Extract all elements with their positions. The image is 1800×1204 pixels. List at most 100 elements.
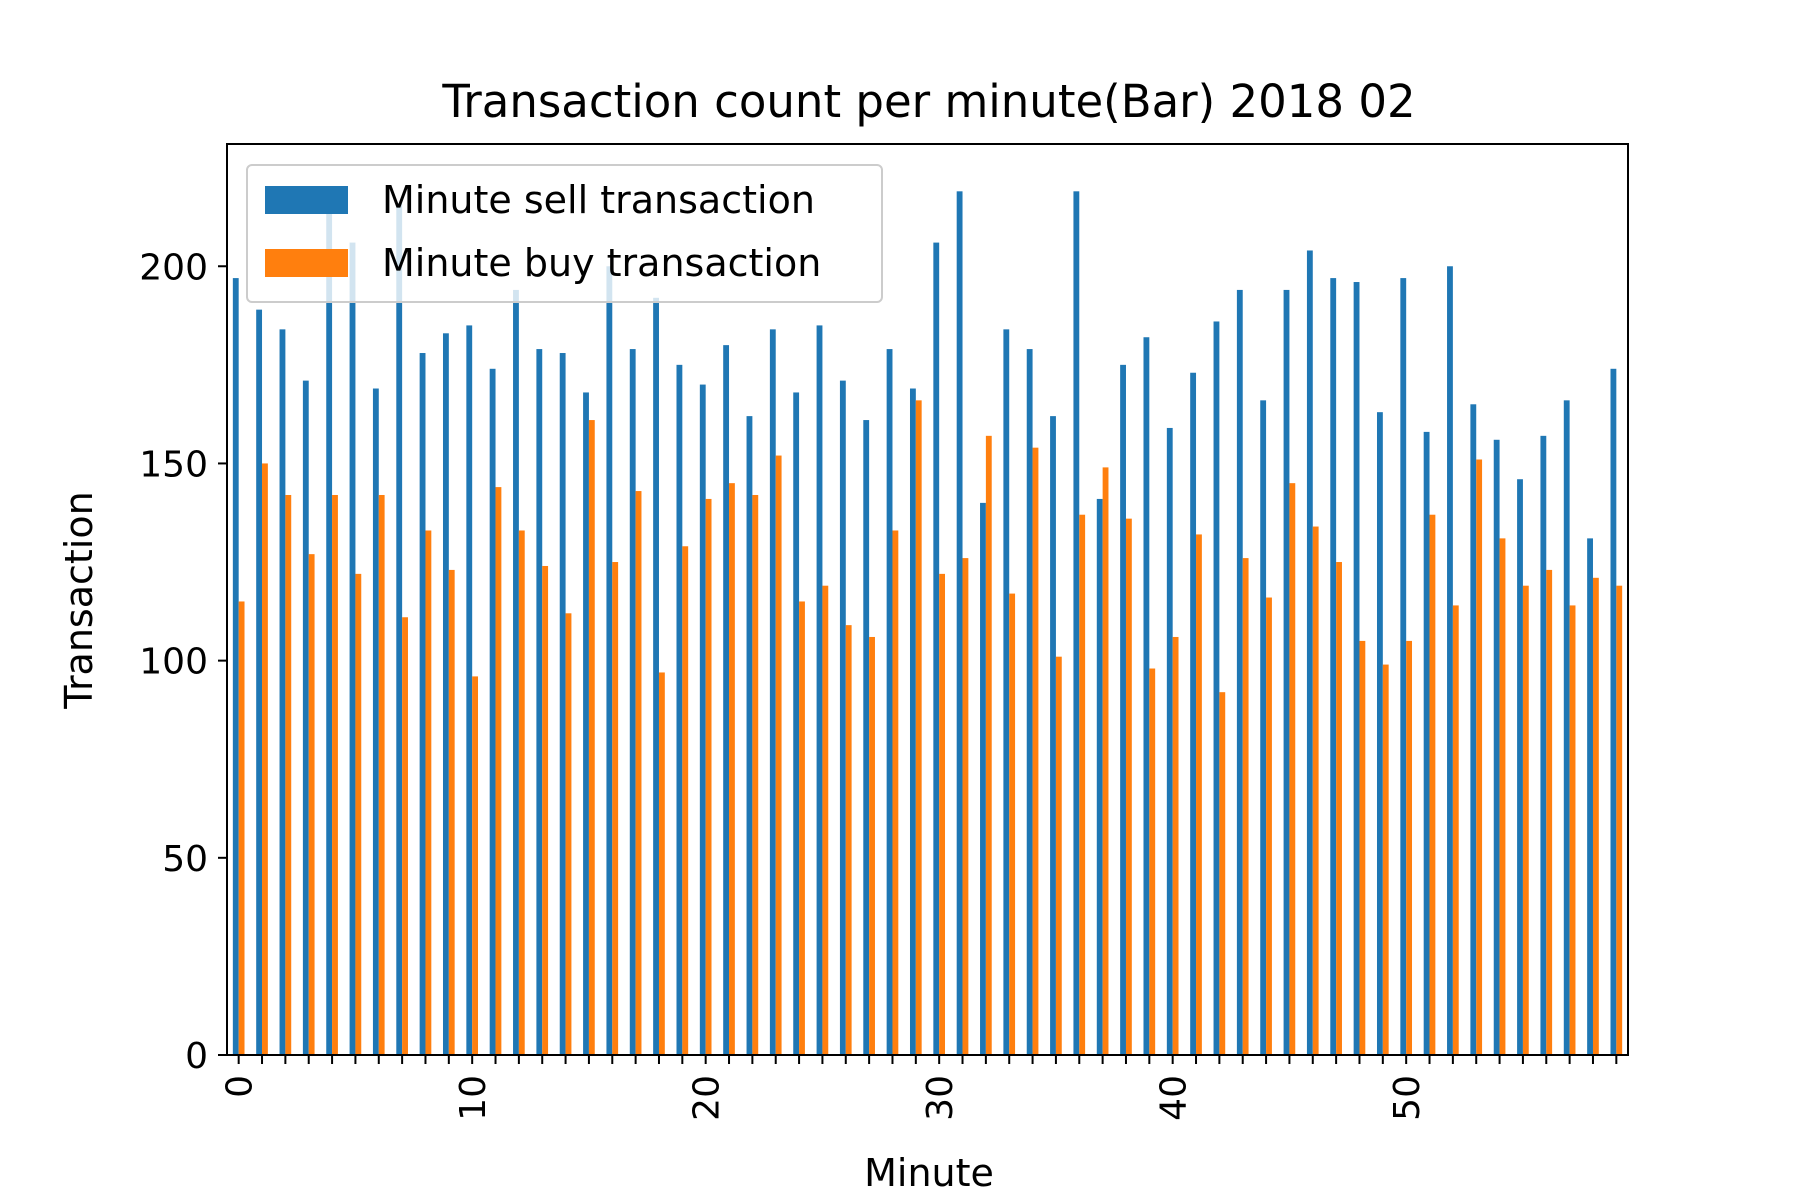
x-tick-label: 20 xyxy=(687,1075,728,1121)
bar-sell-31 xyxy=(956,191,963,1055)
y-tick-label: 0 xyxy=(185,1036,208,1077)
bar-buy-55 xyxy=(1522,585,1529,1055)
bar-sell-28 xyxy=(886,349,893,1055)
x-tick-label: 10 xyxy=(453,1075,494,1121)
bar-buy-35 xyxy=(1055,656,1062,1055)
bar-sell-26 xyxy=(839,380,846,1055)
bar-sell-8 xyxy=(419,353,426,1055)
chart-title: Transaction count per minute(Bar) 2018 0… xyxy=(441,75,1415,128)
bar-buy-27 xyxy=(869,636,875,1055)
bar-sell-13 xyxy=(536,349,543,1055)
bar-sell-25 xyxy=(816,325,823,1055)
legend-swatch-buy xyxy=(265,249,348,277)
bar-buy-29 xyxy=(915,400,922,1056)
bar-buy-31 xyxy=(962,558,969,1055)
bar-buy-50 xyxy=(1406,640,1413,1055)
bar-sell-59 xyxy=(1610,368,1617,1055)
bar-buy-56 xyxy=(1546,569,1553,1055)
bar-sell-22 xyxy=(746,416,753,1055)
bar-sell-36 xyxy=(1073,191,1080,1055)
bar-sell-21 xyxy=(723,345,730,1055)
bar-sell-44 xyxy=(1260,400,1267,1056)
bar-sell-43 xyxy=(1236,289,1243,1055)
bar-sell-51 xyxy=(1423,431,1430,1055)
y-tick-label: 100 xyxy=(139,642,208,683)
bar-buy-14 xyxy=(565,613,572,1055)
bar-buy-22 xyxy=(752,494,759,1055)
legend-box xyxy=(246,164,883,303)
y-tick-label: 200 xyxy=(139,247,208,288)
bar-sell-45 xyxy=(1283,289,1290,1055)
bar-buy-10 xyxy=(472,676,479,1055)
bar-buy-15 xyxy=(588,420,595,1055)
bar-sell-14 xyxy=(559,353,566,1055)
bar-buy-58 xyxy=(1592,577,1599,1055)
bar-buy-19 xyxy=(682,546,689,1055)
bar-buy-40 xyxy=(1172,636,1179,1055)
bars-layer xyxy=(232,191,1623,1056)
bar-buy-34 xyxy=(1032,447,1039,1055)
bar-buy-43 xyxy=(1242,558,1249,1055)
bar-buy-12 xyxy=(518,530,525,1055)
bar-sell-19 xyxy=(676,364,683,1056)
bar-sell-55 xyxy=(1517,479,1523,1056)
bar-buy-5 xyxy=(355,573,362,1055)
bar-sell-12 xyxy=(513,289,519,1055)
plot-frame xyxy=(226,143,1629,1056)
bar-sell-58 xyxy=(1587,538,1593,1055)
bar-sell-11 xyxy=(489,368,496,1055)
bar-buy-48 xyxy=(1359,640,1366,1055)
bar-buy-39 xyxy=(1149,668,1156,1055)
bar-buy-42 xyxy=(1219,692,1226,1055)
bar-sell-16 xyxy=(606,266,613,1055)
bar-sell-23 xyxy=(769,329,776,1056)
bar-sell-34 xyxy=(1026,349,1033,1055)
bar-sell-39 xyxy=(1143,337,1150,1055)
x-tick-label: 40 xyxy=(1154,1075,1195,1121)
bar-sell-40 xyxy=(1166,427,1173,1055)
bar-sell-9 xyxy=(442,333,449,1055)
bar-sell-38 xyxy=(1120,364,1126,1056)
bar-buy-51 xyxy=(1429,514,1436,1055)
legend-swatch-sell xyxy=(265,186,348,214)
bar-sell-0 xyxy=(232,278,239,1056)
bar-sell-27 xyxy=(863,420,870,1055)
y-tick-label: 150 xyxy=(139,444,208,485)
bar-sell-15 xyxy=(583,392,589,1055)
bar-sell-50 xyxy=(1400,278,1407,1056)
bar-buy-28 xyxy=(892,530,899,1055)
bar-buy-6 xyxy=(378,494,385,1055)
bar-sell-54 xyxy=(1493,439,1500,1055)
bar-buy-7 xyxy=(402,617,408,1055)
bar-buy-13 xyxy=(542,565,549,1055)
bar-buy-26 xyxy=(845,625,852,1055)
bar-sell-46 xyxy=(1306,250,1313,1056)
bar-sell-2 xyxy=(279,329,286,1056)
bar-buy-54 xyxy=(1499,538,1506,1055)
bar-buy-47 xyxy=(1336,562,1342,1055)
bar-buy-46 xyxy=(1312,526,1319,1055)
bar-sell-24 xyxy=(793,392,800,1055)
bar-sell-7 xyxy=(396,203,403,1055)
bar-sell-4 xyxy=(326,203,333,1055)
bar-sell-29 xyxy=(909,388,916,1055)
bar-buy-9 xyxy=(448,569,455,1055)
bar-buy-20 xyxy=(705,498,712,1055)
bar-buy-8 xyxy=(425,530,432,1055)
bar-buy-37 xyxy=(1102,467,1109,1055)
bar-sell-42 xyxy=(1213,321,1220,1056)
bar-sell-48 xyxy=(1353,282,1360,1055)
bar-buy-16 xyxy=(612,562,619,1055)
bar-sell-49 xyxy=(1376,412,1383,1055)
bar-sell-6 xyxy=(372,388,379,1055)
bar-sell-41 xyxy=(1190,372,1197,1055)
bar-sell-17 xyxy=(629,349,636,1055)
bar-buy-41 xyxy=(1196,534,1202,1055)
bar-sell-10 xyxy=(466,325,473,1055)
bar-sell-1 xyxy=(256,309,263,1055)
bar-sell-32 xyxy=(980,502,986,1055)
bar-buy-53 xyxy=(1476,459,1483,1055)
bar-buy-24 xyxy=(799,601,805,1055)
